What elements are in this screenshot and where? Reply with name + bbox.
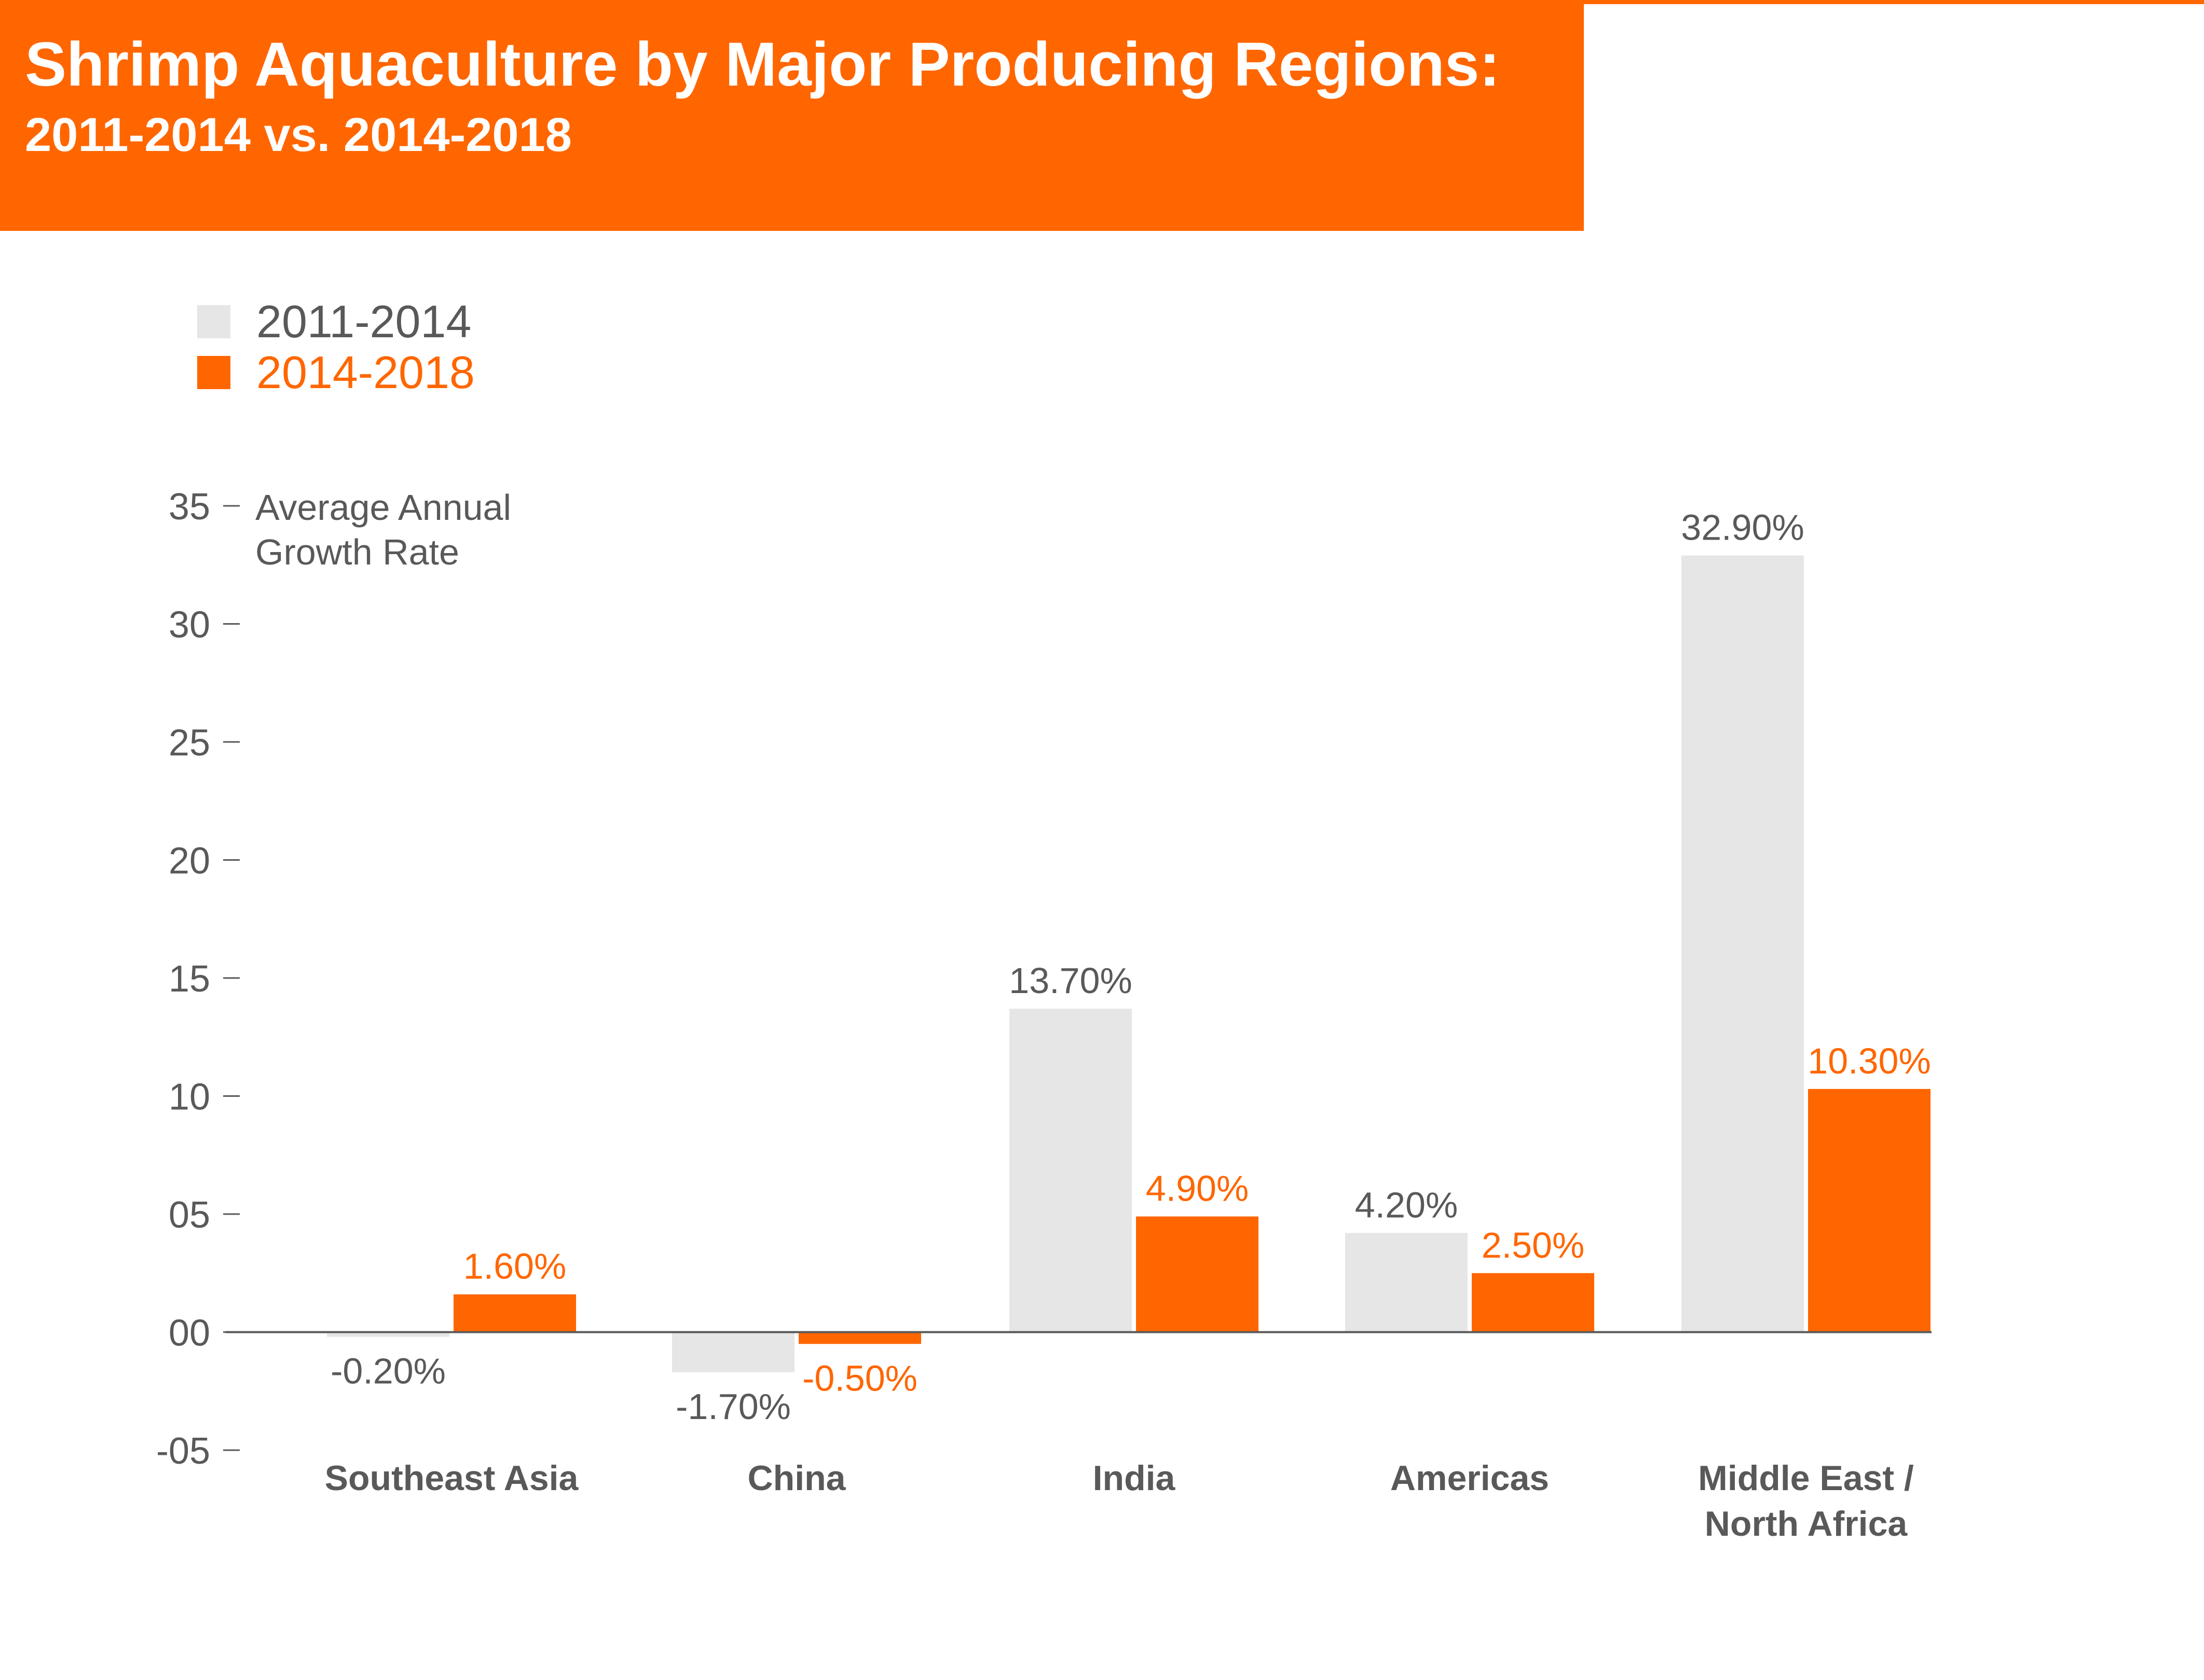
data-label: 2.50%: [1482, 1225, 1584, 1265]
header-bar: [0, 0, 1584, 231]
data-label: 32.90%: [1681, 507, 1804, 548]
bar-2014-2018: [1136, 1216, 1258, 1332]
y-tick-label: 20: [169, 841, 210, 882]
y-tick-label: 15: [169, 958, 210, 1000]
data-label: 4.20%: [1355, 1185, 1458, 1225]
y-tick-label: -05: [156, 1430, 210, 1472]
bar-2011-2014: [1009, 1009, 1132, 1332]
category-label: China: [748, 1458, 846, 1498]
y-tick-label: 05: [169, 1194, 210, 1236]
data-label: 10.30%: [1808, 1041, 1931, 1081]
legend-item-2011-2014: 2011-2014: [197, 293, 471, 350]
legend-item-2014-2018: 2014-2018: [197, 344, 475, 401]
y-tick-label: 35: [169, 486, 210, 528]
y-axis-label: Average Annual Growth Rate: [255, 487, 511, 572]
data-label: -0.20%: [331, 1351, 446, 1392]
chart-subtitle: 2011-2014 vs. 2014-2018: [25, 108, 572, 161]
chart-title: Shrimp Aquaculture by Major Producing Re…: [25, 30, 1500, 99]
bar-2011-2014: [1345, 1233, 1468, 1332]
bar-2014-2018: [1808, 1089, 1931, 1332]
legend-label-2014-2018: 2014-2018: [256, 347, 475, 398]
bar-2011-2014: [327, 1332, 449, 1337]
y-tick-label: 30: [169, 604, 210, 646]
legend-swatch-2014-2018: [197, 356, 230, 389]
bar-2014-2018: [799, 1332, 921, 1344]
y-tick-label: 25: [169, 722, 210, 764]
bar-2014-2018: [1472, 1273, 1594, 1332]
data-label: 4.90%: [1146, 1168, 1249, 1209]
bar-2014-2018: [454, 1294, 576, 1332]
data-label: -1.70%: [676, 1386, 791, 1427]
legend-swatch-2011-2014: [197, 305, 230, 338]
category-label: India: [1093, 1458, 1176, 1498]
legend-label-2011-2014: 2011-2014: [256, 296, 472, 347]
y-tick-label: 00: [169, 1313, 210, 1354]
data-label: 1.60%: [463, 1246, 566, 1287]
category-label: North Africa: [1705, 1504, 1908, 1544]
data-label: -0.50%: [802, 1358, 918, 1398]
bar-2011-2014: [672, 1332, 795, 1372]
category-label: Americas: [1390, 1458, 1549, 1498]
header-rule: [1584, 0, 2204, 4]
y-tick-label: 10: [169, 1077, 210, 1118]
category-label: Middle East /: [1698, 1458, 1914, 1498]
bar-2011-2014: [1681, 555, 1804, 1332]
category-label: Southeast Asia: [325, 1458, 579, 1498]
data-label: 13.70%: [1009, 960, 1132, 1001]
